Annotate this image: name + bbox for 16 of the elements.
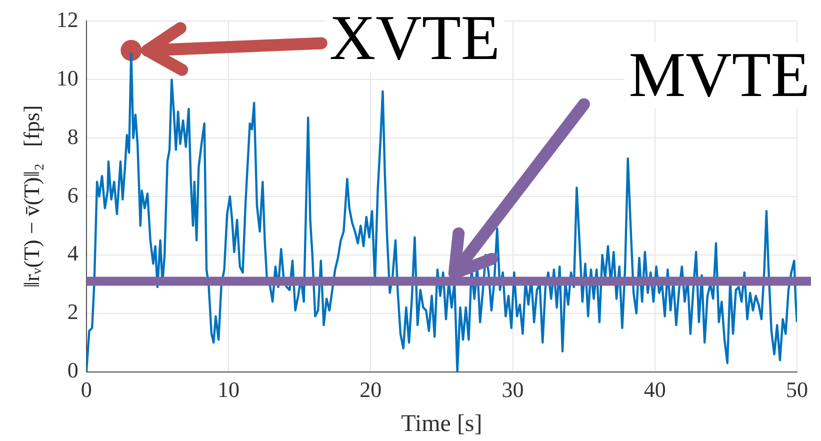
- x-tick-label: 40: [644, 376, 666, 402]
- x-tick-label: 30: [502, 376, 524, 402]
- ref-line-label: MVTE: [628, 39, 810, 110]
- y-tick-label: 4: [67, 240, 78, 266]
- y-tick-label: 2: [67, 299, 78, 324]
- annotation: XVTE: [329, 2, 500, 74]
- y-tick-label: 0: [67, 358, 78, 383]
- y-axis-title: ‖rᵥ(T) − v̄(T)‖₂ [fps]: [18, 105, 44, 288]
- x-tick-label: 50: [786, 376, 808, 402]
- y-tick-label: 6: [67, 182, 78, 208]
- y-tick-label: 10: [56, 65, 78, 90]
- y-tick-label: 8: [67, 124, 78, 149]
- x-axis-title: Time [s]: [401, 410, 482, 437]
- y-tick-label: 12: [56, 6, 78, 32]
- x-tick-label: 20: [360, 376, 382, 402]
- x-tick-label: 10: [218, 376, 240, 402]
